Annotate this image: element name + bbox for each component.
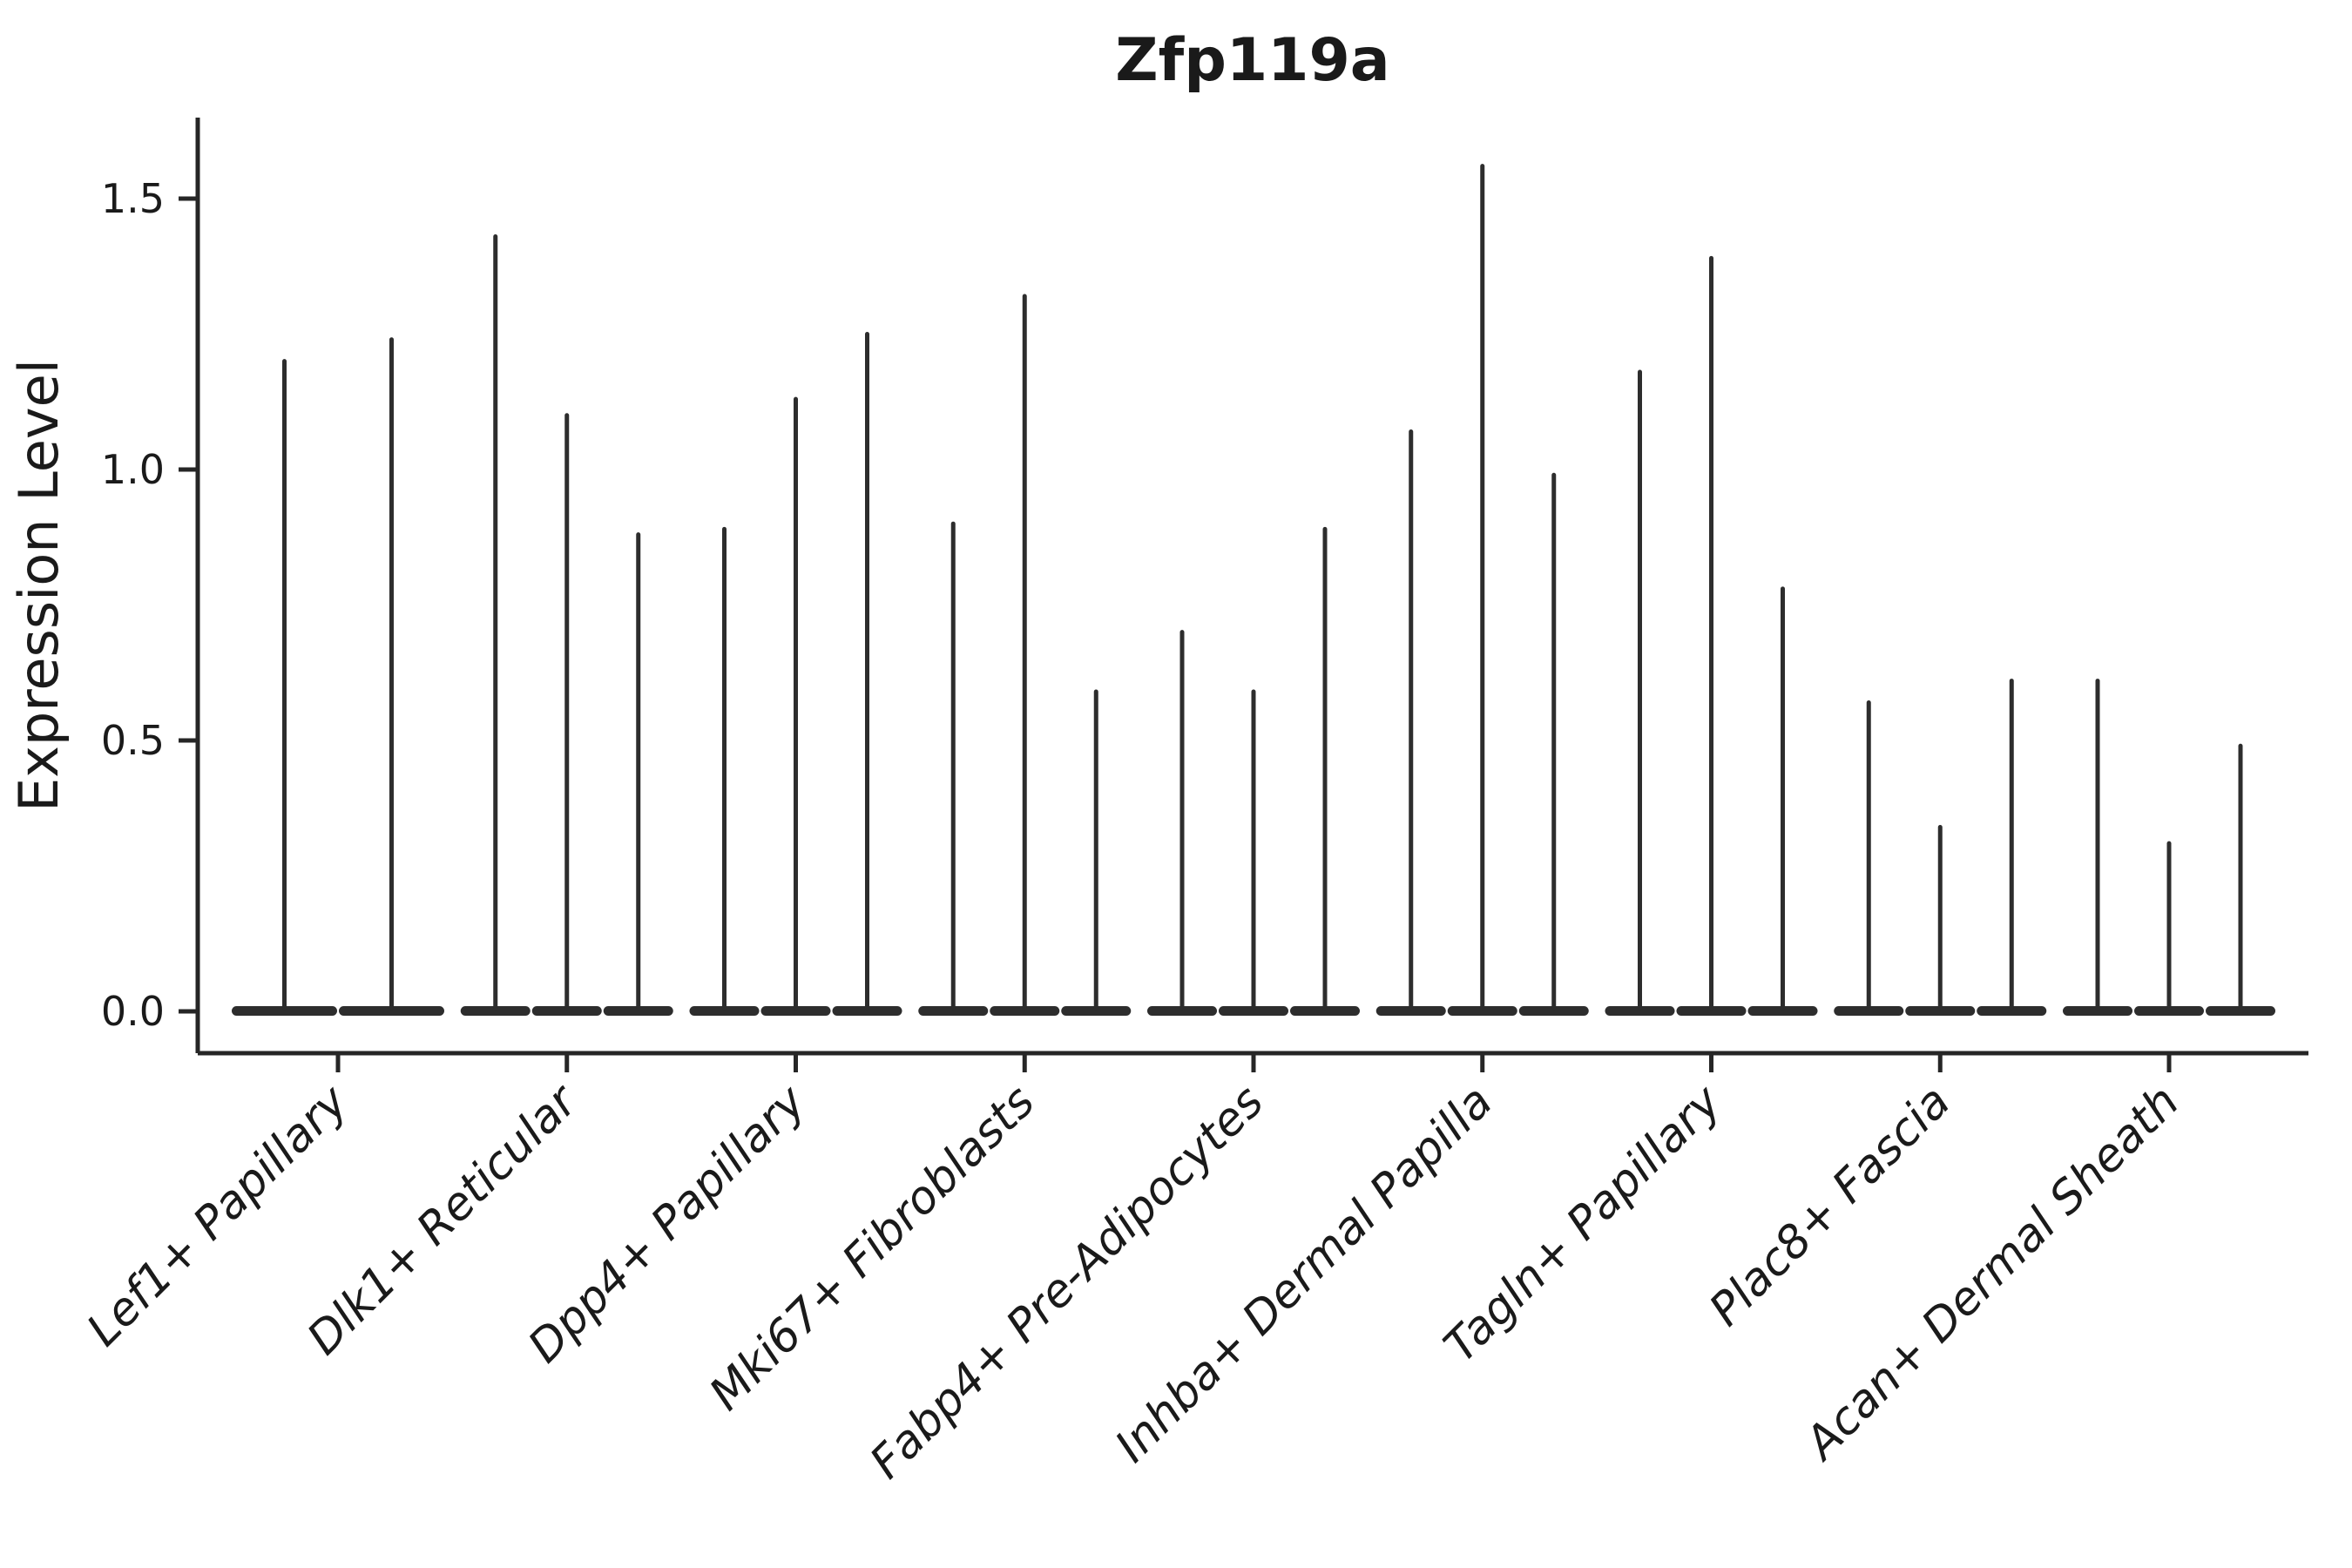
violins: [232, 164, 2275, 1016]
violin-group: [2063, 679, 2275, 1016]
x-tick-label: Fabp4+ Pre-Adipocytes: [861, 1076, 1274, 1490]
chart-title: Zfp119a: [1115, 26, 1389, 95]
y-tick-label: 0.0: [101, 988, 165, 1035]
violin-group: [689, 332, 902, 1016]
violin-group: [1834, 679, 2047, 1016]
y-tick-label: 1.0: [101, 446, 165, 493]
x-tick-label: Inhba+ Dermal Papilla: [1105, 1076, 1503, 1473]
x-tick-label: Acan+ Dermal Sheath: [1794, 1076, 2189, 1471]
x-tick-label: Plac8+ Fascia: [1700, 1076, 1960, 1336]
violin-group: [918, 294, 1132, 1016]
violin-group: [1605, 255, 1818, 1016]
violin-group: [460, 234, 673, 1016]
violin-group: [1375, 164, 1589, 1016]
y-tick-label: 1.5: [101, 175, 165, 222]
y-axis-label: Expression Level: [7, 359, 71, 812]
violin-group: [1147, 526, 1360, 1016]
y-tick-label: 0.5: [101, 717, 165, 764]
violin-group: [232, 337, 444, 1016]
y-axis: 0.0 0.5 1.0 1.5: [101, 118, 2308, 1056]
